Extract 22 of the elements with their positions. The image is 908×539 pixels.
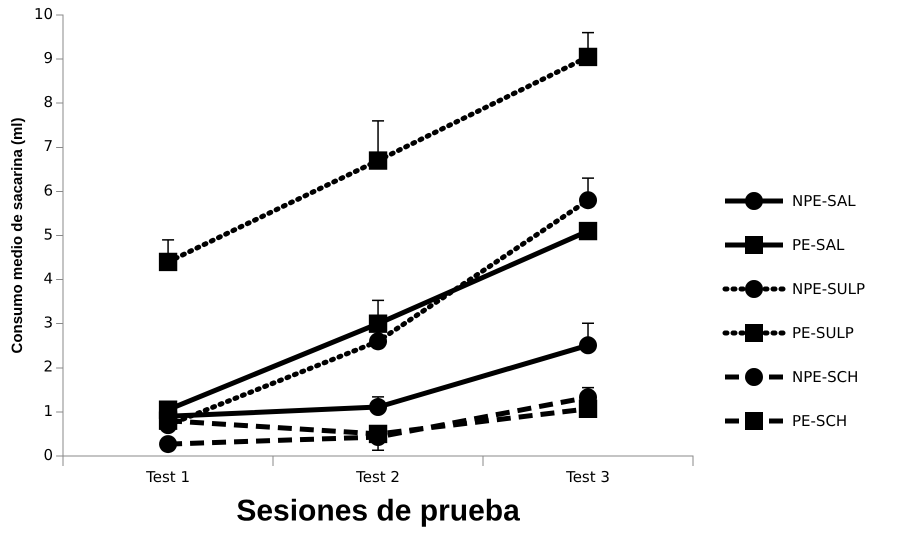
legend-label: PE-SCH	[792, 412, 848, 430]
x-tick-label: Test 2	[355, 468, 400, 486]
x-tick-label: Test 1	[145, 468, 190, 486]
y-tick-label: 5	[44, 225, 54, 244]
legend-label: PE-SULP	[792, 324, 854, 342]
y-axis-title: Consumo medio de sacarina (ml)	[9, 118, 26, 354]
legend-label: NPE-SULP	[792, 280, 866, 298]
y-tick-label: 3	[44, 314, 54, 332]
y-tick-label: 7	[44, 137, 54, 156]
y-tick-label: 1	[44, 402, 54, 420]
y-tick-label: 10	[34, 4, 54, 23]
x-tick-label: Test 3	[565, 468, 610, 486]
legend-label: NPE-SAL	[792, 192, 856, 210]
x-axis-title: Sesiones de prueba	[236, 494, 520, 528]
y-tick-label: 6	[44, 181, 54, 200]
legend-label: NPE-SCH	[792, 368, 858, 386]
y-tick-label: 2	[44, 358, 54, 376]
y-tick-label: 8	[44, 93, 54, 112]
legend-label: PE-SAL	[792, 236, 844, 254]
y-tick-label: 0	[44, 446, 54, 464]
y-tick-label: 9	[44, 48, 54, 67]
y-tick-label: 4	[44, 269, 54, 288]
